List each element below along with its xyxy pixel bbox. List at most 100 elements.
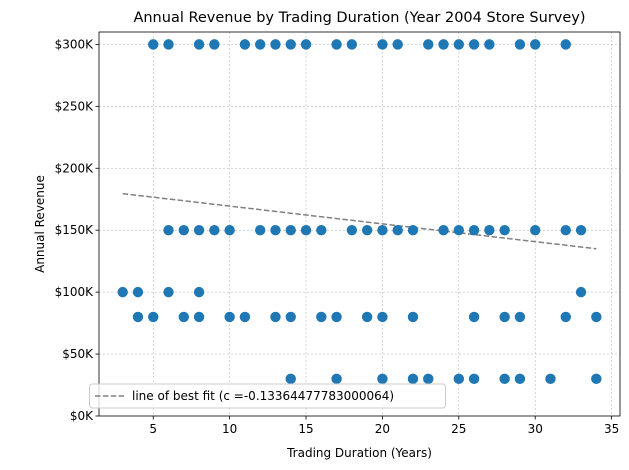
data-point xyxy=(453,39,465,50)
data-point xyxy=(316,224,327,236)
data-point xyxy=(224,311,235,323)
data-point xyxy=(163,224,174,236)
data-point xyxy=(163,286,174,298)
data-point xyxy=(407,224,419,236)
data-point xyxy=(514,39,526,50)
data-point xyxy=(530,224,541,236)
y-tick-label: $0K xyxy=(70,409,94,423)
x-tick-label: 20 xyxy=(375,422,390,436)
data-point xyxy=(285,39,296,50)
data-point xyxy=(132,286,144,298)
data-point xyxy=(209,39,220,50)
data-point xyxy=(346,224,358,236)
data-point xyxy=(438,224,449,236)
y-tick-label: $50K xyxy=(62,347,94,361)
legend-box xyxy=(89,383,446,409)
data-point xyxy=(331,373,342,385)
data-point xyxy=(468,224,480,236)
data-point xyxy=(285,373,296,385)
data-point xyxy=(254,224,266,236)
x-tick-label: 30 xyxy=(528,422,543,436)
data-point xyxy=(224,224,235,236)
data-point xyxy=(560,224,571,236)
data-point xyxy=(331,39,342,50)
data-point xyxy=(361,224,373,236)
legend: line of best fit (c =-0.1336447778300006… xyxy=(89,383,446,409)
data-point xyxy=(346,39,358,50)
data-point xyxy=(361,311,373,323)
data-point xyxy=(438,39,449,50)
data-point xyxy=(178,224,189,236)
data-point xyxy=(407,311,419,323)
y-tick-label: $100K xyxy=(55,285,95,299)
x-tick-label: 35 xyxy=(604,422,619,436)
data-point xyxy=(193,286,205,298)
data-point xyxy=(377,39,388,50)
data-point xyxy=(499,373,510,385)
data-points xyxy=(117,39,602,385)
data-point xyxy=(148,311,159,323)
data-point xyxy=(132,311,144,323)
data-point xyxy=(193,224,205,236)
grid-lines xyxy=(99,32,620,416)
data-point xyxy=(239,311,251,323)
data-point xyxy=(468,311,480,323)
data-point xyxy=(560,311,571,323)
data-point xyxy=(285,224,296,236)
data-point xyxy=(270,224,281,236)
data-point xyxy=(377,224,388,236)
x-tick-label: 15 xyxy=(298,422,313,436)
line-of-best-fit xyxy=(122,192,597,250)
data-point xyxy=(499,311,510,323)
x-tick-label: 10 xyxy=(222,422,237,436)
data-point xyxy=(591,311,602,323)
data-point xyxy=(591,373,602,385)
legend-label: line of best fit (c =-0.1336447778300006… xyxy=(132,389,394,403)
y-tick-label: $250K xyxy=(55,99,95,113)
x-tick-label: 25 xyxy=(451,422,466,436)
data-point xyxy=(423,373,434,385)
data-point xyxy=(316,311,327,323)
data-point xyxy=(575,224,587,236)
data-point xyxy=(453,224,465,236)
data-point xyxy=(514,311,526,323)
data-point xyxy=(392,39,403,50)
data-point xyxy=(392,224,403,236)
chart-title: Annual Revenue by Trading Duration (Year… xyxy=(133,10,585,26)
data-point xyxy=(178,311,189,323)
data-point xyxy=(468,39,480,50)
x-axis-title: Trading Duration (Years) xyxy=(286,446,432,460)
data-point xyxy=(270,311,281,323)
data-point xyxy=(239,39,251,50)
data-point xyxy=(423,39,434,50)
data-point xyxy=(545,373,556,385)
plot-frame xyxy=(98,31,621,417)
data-point xyxy=(300,39,312,50)
y-axis-title: Annual Revenue xyxy=(33,175,47,273)
data-point xyxy=(163,39,174,50)
data-point xyxy=(575,286,587,298)
data-point xyxy=(209,224,220,236)
data-point xyxy=(484,224,495,236)
data-point xyxy=(407,373,419,385)
data-point xyxy=(300,224,312,236)
data-point xyxy=(193,311,205,323)
y-tick-label: $200K xyxy=(55,161,95,175)
data-point xyxy=(254,39,266,50)
fit-line-layer xyxy=(122,192,597,250)
y-tick-label: $150K xyxy=(55,223,95,237)
data-point xyxy=(285,311,296,323)
data-point xyxy=(377,373,388,385)
data-point xyxy=(484,39,495,50)
data-point xyxy=(148,39,159,50)
data-point xyxy=(270,39,281,50)
data-point xyxy=(193,39,205,50)
y-tick-label: $300K xyxy=(55,37,95,51)
data-point xyxy=(331,311,342,323)
axis-ticks: 5 10 15 20 25 30 35 $0K $50K $100K $150K $200K $250K… xyxy=(55,37,620,436)
x-tick-label: 5 xyxy=(149,422,157,436)
data-point xyxy=(530,39,541,50)
data-point xyxy=(560,39,571,50)
